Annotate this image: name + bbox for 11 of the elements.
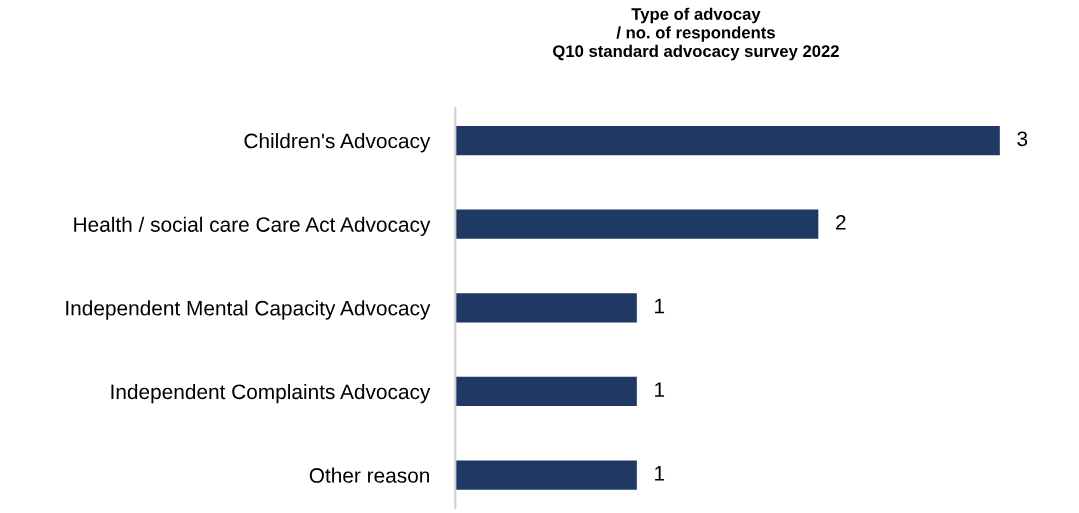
y-tick-label: Independent Mental Capacity Advocacy [66, 300, 431, 320]
data-label: 1 [655, 298, 665, 314]
y-tick-label: Other reason [309, 467, 429, 483]
y-tick-label: Health / social care Care Act Advocacy [74, 216, 431, 237]
data-label: 2 [836, 215, 846, 230]
chart-title: Type of advocay / no. of respondents Q10 standard advocacy survey 2022 [553, 7, 839, 61]
y-tick-label: Children's Advocacy [244, 133, 431, 153]
y-tick-label: Independent Complaints Advocacy [111, 383, 431, 404]
data-label: 3 [1017, 131, 1028, 147]
data-label: 1 [655, 382, 665, 397]
data-label: 1 [655, 466, 665, 481]
